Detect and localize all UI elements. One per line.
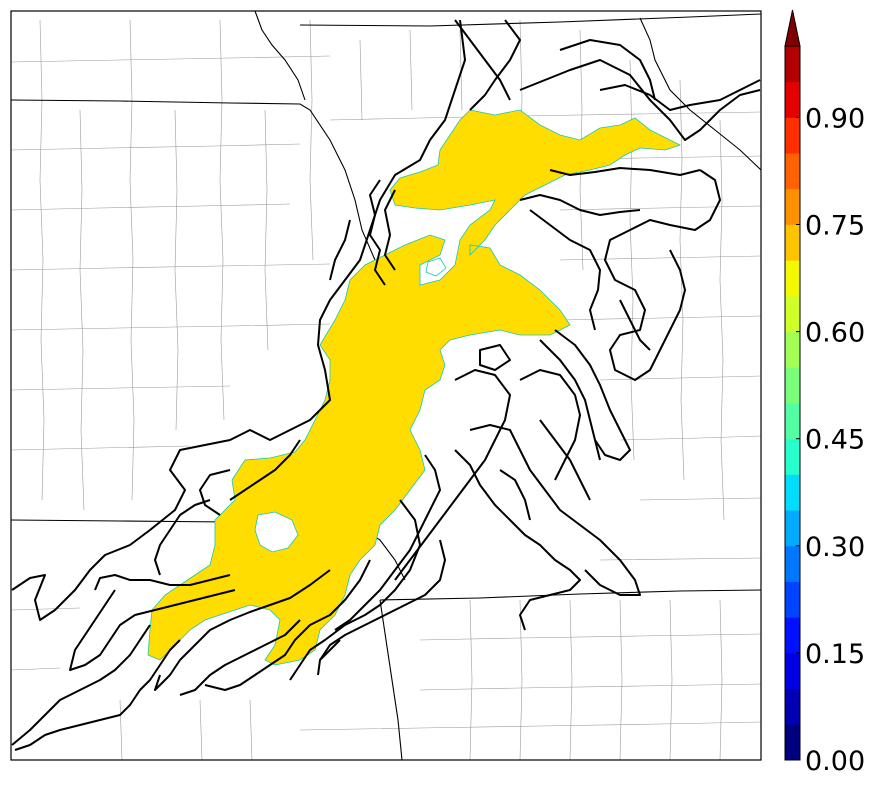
colorbar: 0.00 0.15 0.30 0.45 0.60 0.75 0.90 xyxy=(784,9,865,777)
colorbar-segment xyxy=(785,81,800,118)
colorbar-segment xyxy=(785,153,800,190)
colorbar-segments xyxy=(785,46,800,761)
colorbar-tick-label: 0.75 xyxy=(805,211,865,242)
colorbar-segment xyxy=(785,510,800,547)
colorbar-segment xyxy=(785,438,800,475)
colorbar-segment xyxy=(785,688,800,725)
colorbar-segment xyxy=(785,474,800,511)
colorbar-frame xyxy=(784,45,801,761)
map-panel xyxy=(10,10,762,761)
colorbar-segment xyxy=(785,724,800,761)
colorbar-segment xyxy=(785,188,800,225)
colorbar-segment xyxy=(785,331,800,368)
colorbar-extend-arrow xyxy=(784,9,801,47)
colorbar-segment xyxy=(785,617,800,654)
ensemble-contours xyxy=(11,19,761,751)
colorbar-tick-label: 0.60 xyxy=(805,318,865,349)
probability-filled-region xyxy=(147,109,682,666)
colorbar-segment xyxy=(785,260,800,297)
colorbar-tick-label: 0.30 xyxy=(805,532,865,563)
colorbar-segment xyxy=(785,581,800,618)
colorbar-segment xyxy=(785,46,800,83)
colorbar-ticks: 0.00 0.15 0.30 0.45 0.60 0.75 0.90 xyxy=(796,103,865,777)
map-frame xyxy=(10,10,762,761)
colorbar-segment xyxy=(785,295,800,332)
colorbar-tick-label: 0.45 xyxy=(805,425,865,456)
colorbar-segment xyxy=(785,652,800,689)
colorbar-tick-label: 0.15 xyxy=(805,639,865,670)
colorbar-segment xyxy=(785,403,800,440)
colorbar-tick-label: 0.00 xyxy=(805,746,865,777)
colorbar-segment xyxy=(785,367,800,404)
colorbar-segment xyxy=(785,224,800,261)
colorbar-segment xyxy=(785,545,800,582)
colorbar-segment xyxy=(785,117,800,154)
colorbar-tick-label: 0.90 xyxy=(805,103,865,134)
